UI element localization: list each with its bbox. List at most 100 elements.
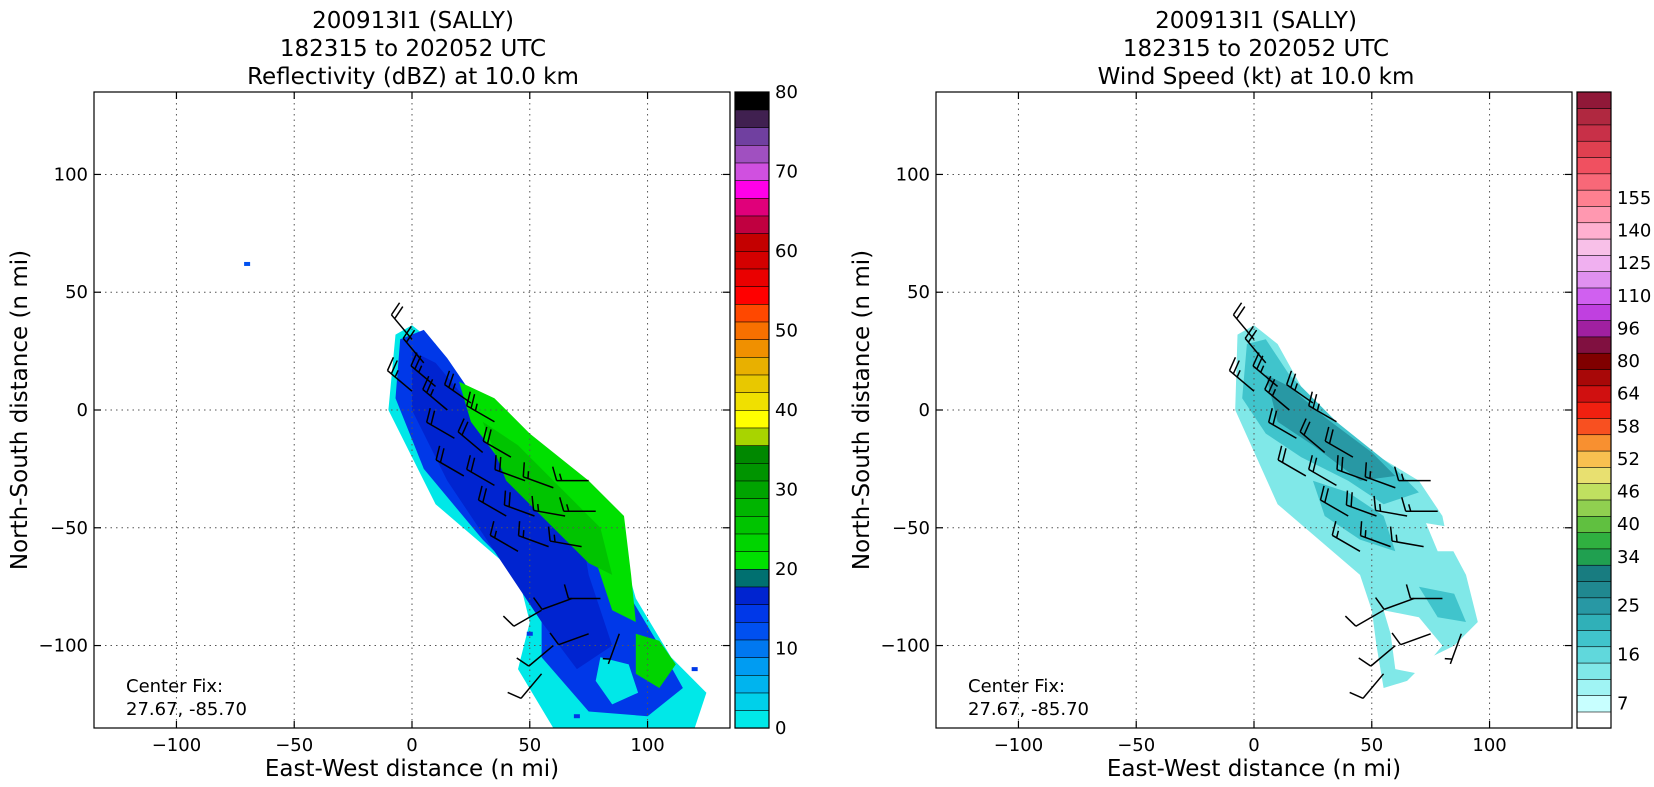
colorbar-swatch: [734, 109, 770, 128]
wind-barb: [1308, 391, 1337, 423]
wind-barbs: [1228, 302, 1462, 700]
colorbar-tick-label: 52: [1617, 449, 1640, 470]
colorbar-swatch: [734, 162, 770, 181]
center-fix-label: Center Fix:: [968, 676, 1065, 697]
title-line-3: Wind Speed (kt) at 10.0 km: [1098, 64, 1415, 90]
wind-barb: [563, 584, 601, 600]
wind-barb: [559, 497, 596, 513]
colorbar-swatch: [1576, 91, 1612, 109]
echo-patch-6: [1426, 523, 1462, 552]
colorbar-swatch: [734, 197, 770, 217]
echo-layer: [244, 261, 707, 728]
colorbar-tick-label: 80: [1617, 351, 1640, 372]
wind-barb: [402, 325, 425, 364]
y-tick-label: 50: [65, 282, 88, 303]
y-tick-label: 0: [77, 400, 88, 421]
wind-barb: [502, 609, 542, 627]
wind-barb: [457, 418, 484, 453]
x-tick-label: 100: [1472, 735, 1506, 756]
wind-barb: [1277, 445, 1307, 477]
colorbar-tick-label: 7: [1617, 694, 1628, 715]
colorbar-swatch: [1576, 336, 1612, 354]
wind-barb: [522, 462, 554, 489]
wind-barb: [435, 445, 465, 477]
colorbar-tick-label: 50: [775, 321, 798, 342]
wind-barb: [1444, 633, 1462, 665]
echo-patch-5: [1383, 610, 1443, 674]
colorbar-swatch: [1576, 646, 1612, 664]
colorbar-swatch: [1576, 320, 1612, 338]
wind-barb: [1359, 521, 1391, 548]
colorbar-swatch: [734, 692, 770, 711]
colorbar-swatch: [734, 215, 770, 234]
title-line-3: Reflectivity (dBZ) at 10.0 km: [247, 64, 579, 90]
colorbar-swatch: [1576, 352, 1612, 370]
y-tick-label: −100: [39, 636, 88, 657]
colorbar-swatch: [734, 339, 770, 358]
y-axis-label: North-South distance (n mi): [849, 250, 875, 570]
colorbar-swatch: [734, 303, 770, 323]
wind-barb: [547, 526, 582, 548]
colorbar-swatch: [1576, 564, 1612, 582]
colorbar-swatch: [1576, 466, 1612, 484]
colorbar-swatch: [1576, 156, 1612, 175]
echo-speck-2: [526, 631, 533, 636]
echo-speck-3: [573, 714, 580, 719]
colorbar-swatch: [734, 462, 770, 482]
colorbar-swatch: [1576, 303, 1612, 321]
wind-barb: [516, 644, 554, 667]
wind-barb: [1401, 497, 1438, 513]
colorbar-frame: [1576, 91, 1612, 729]
center-fix-coords: 27.67, -85.70: [126, 699, 247, 720]
colorbar-swatch: [1576, 499, 1612, 517]
wind-barb: [1364, 462, 1396, 489]
wind-barb: [1389, 526, 1424, 548]
wind-speed-layer: [1235, 325, 1478, 688]
echo-speck-1: [691, 667, 698, 672]
x-axis-label: East-West distance (n mi): [1107, 756, 1401, 782]
colorbar-tick-label: 34: [1617, 547, 1640, 568]
wind-barb: [1264, 375, 1290, 411]
colorbar-tick-label: 110: [1617, 286, 1651, 307]
title-line-2: 182315 to 202052 UTC: [1123, 36, 1389, 62]
colorbar-swatch: [1576, 711, 1612, 729]
wind-barb: [466, 391, 495, 423]
wind-barb: [503, 490, 535, 517]
colorbar-tick-label: 16: [1617, 645, 1640, 666]
wind-barb: [1345, 490, 1377, 517]
colorbar-swatch: [734, 604, 770, 623]
wind-barb: [422, 375, 448, 411]
colorbar-swatch: [1576, 597, 1612, 615]
colorbar-swatch: [1576, 189, 1612, 207]
grid: [94, 92, 730, 728]
colorbar-swatch: [734, 639, 770, 658]
reflectivity-panel: 200913I1 (SALLY) 182315 to 202052 UTC Re…: [7, 8, 798, 782]
colorbar-tick-label: 60: [775, 241, 798, 262]
colorbar-swatch: [734, 127, 770, 146]
colorbar-swatch: [1576, 271, 1612, 289]
colorbar-tick-label: 125: [1617, 253, 1651, 274]
colorbar-swatch: [734, 427, 770, 446]
colorbar-tick-label: 80: [775, 82, 798, 103]
wind-barb: [1319, 485, 1349, 517]
wind-barb: [482, 426, 512, 458]
wind-barb: [1405, 584, 1443, 600]
y-tick-label: −50: [892, 518, 930, 539]
y-axis-label: North-South distance (n mi): [7, 250, 33, 570]
colorbar-tick-label: 40: [1617, 514, 1640, 535]
colorbar-tick-label: 40: [775, 400, 798, 421]
x-axis-label: East-West distance (n mi): [265, 756, 559, 782]
x-tick-label: 100: [630, 735, 664, 756]
colorbar-swatch: [734, 409, 770, 429]
title-line-1: 200913I1 (SALLY): [1155, 8, 1357, 34]
wind-barb: [1308, 455, 1337, 487]
wind-barb: [1373, 495, 1408, 517]
colorbar-swatch: [734, 568, 770, 588]
title-line-2: 182315 to 202052 UTC: [280, 36, 546, 62]
wind-barb: [532, 597, 573, 611]
x-tick-label: −50: [1117, 735, 1155, 756]
wind-barb: [602, 633, 620, 665]
wind-barb: [507, 673, 543, 700]
wind-barb: [489, 521, 519, 552]
colorbar-swatch: [734, 356, 770, 376]
